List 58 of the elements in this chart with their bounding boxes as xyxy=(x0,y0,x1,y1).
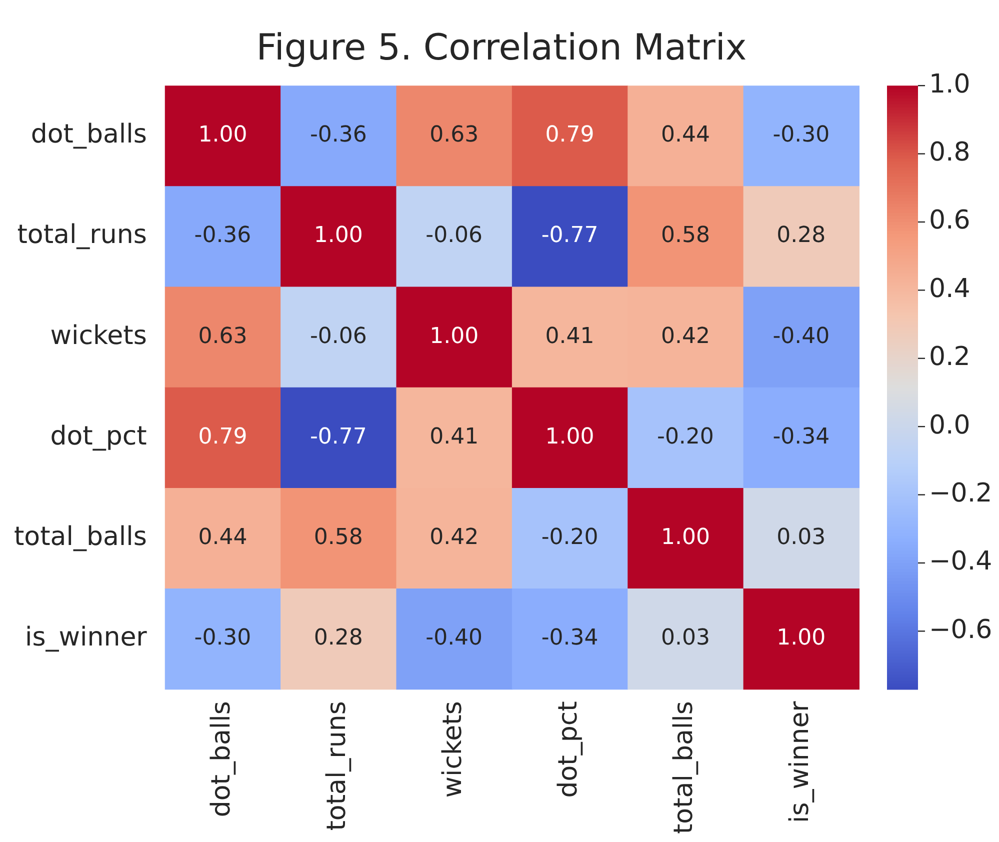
data-label: -0.40 xyxy=(426,626,483,651)
data-label: -0.77 xyxy=(310,424,367,450)
data-label: 1.00 xyxy=(198,122,248,148)
data-label: 0.42 xyxy=(660,324,710,349)
data-label: 1.00 xyxy=(776,626,826,651)
color-bar-label: 0.0 xyxy=(929,410,970,440)
color-bar-label: 1.0 xyxy=(929,69,970,100)
data-label: 0.58 xyxy=(314,524,363,550)
data-label: 0.28 xyxy=(776,223,826,248)
chart-title: Figure 5. Correlation Matrix xyxy=(256,27,747,68)
data-label: 0.79 xyxy=(198,424,248,450)
data-label: -0.34 xyxy=(541,626,598,651)
data-label: 0.41 xyxy=(545,324,594,349)
data-label: 0.03 xyxy=(660,626,710,651)
color-bar-label: −0.2 xyxy=(929,478,992,509)
data-label: 0.42 xyxy=(430,524,479,550)
data-label: 0.41 xyxy=(430,424,479,450)
y-tick-label: dot_balls xyxy=(30,120,147,150)
color-bar-label: 0.8 xyxy=(929,138,970,168)
data-label: 0.63 xyxy=(430,122,479,148)
data-label: 0.44 xyxy=(198,524,248,550)
x-tick-label: total_balls xyxy=(669,701,700,834)
data-label: 0.58 xyxy=(660,223,710,248)
x-tick-label: dot_pct xyxy=(554,701,584,798)
y-tick-label: total_balls xyxy=(14,522,147,552)
data-label: 1.00 xyxy=(660,524,710,550)
x-tick-label: dot_balls xyxy=(206,701,236,818)
y-tick-label: is_winner xyxy=(24,622,148,653)
x-tick-label: wickets xyxy=(438,701,468,798)
x-tick-label: is_winner xyxy=(784,700,815,824)
data-label: 0.79 xyxy=(545,122,594,148)
x-tick-label: total_runs xyxy=(322,701,352,831)
data-label: -0.34 xyxy=(772,424,830,450)
y-tick-label: wickets xyxy=(50,320,147,351)
y-tick-label: total_runs xyxy=(17,220,147,250)
data-label: -0.06 xyxy=(310,324,367,349)
data-label: 0.28 xyxy=(314,626,363,651)
data-label: 0.03 xyxy=(776,524,826,550)
data-label: 1.00 xyxy=(545,424,594,450)
data-label: -0.36 xyxy=(194,223,252,248)
data-label: -0.20 xyxy=(657,424,714,450)
y-tick-label: dot_pct xyxy=(50,421,147,452)
color-bar-label: −0.6 xyxy=(929,614,992,645)
color-bar-label: 0.2 xyxy=(929,342,970,372)
color-bar-label: 0.6 xyxy=(929,206,970,236)
data-label: -0.36 xyxy=(310,122,367,148)
color-bar-label: −0.4 xyxy=(929,546,992,577)
data-label: 1.00 xyxy=(430,324,479,349)
data-label: -0.40 xyxy=(772,324,830,349)
data-label: -0.30 xyxy=(772,122,830,148)
data-label: -0.30 xyxy=(194,626,252,651)
data-label: -0.77 xyxy=(541,223,598,248)
data-label: -0.20 xyxy=(541,524,598,550)
data-label: 0.44 xyxy=(660,122,710,148)
data-label: 1.00 xyxy=(314,223,363,248)
data-label: -0.06 xyxy=(426,223,483,248)
color-bar-label: 0.4 xyxy=(929,274,970,304)
data-label: 0.63 xyxy=(198,324,248,349)
